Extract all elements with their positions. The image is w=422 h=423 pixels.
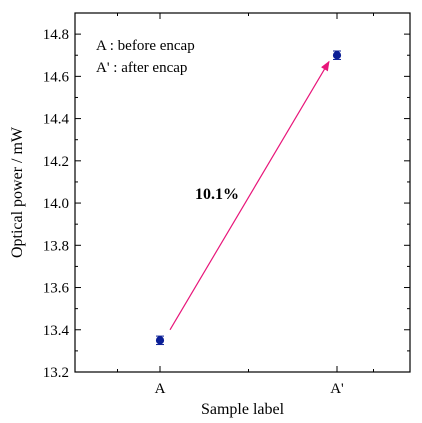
x-axis-label: Sample label bbox=[201, 401, 285, 418]
y-tick-label: 14.0 bbox=[43, 196, 69, 212]
y-axis-label: Optical power / mW bbox=[9, 126, 26, 258]
data-points bbox=[155, 50, 342, 346]
y-tick-label: 14.8 bbox=[43, 27, 69, 43]
legend-entry: A : before encap bbox=[96, 38, 195, 54]
annotation: 10.1% bbox=[169, 60, 330, 331]
y-tick-label: 13.2 bbox=[43, 365, 69, 381]
plot-frame bbox=[74, 12, 411, 373]
legend: A : before encap A' : after encap bbox=[96, 38, 195, 76]
data-point bbox=[332, 51, 342, 60]
x-tick-label: A' bbox=[330, 381, 344, 397]
y-tick-label: 13.6 bbox=[43, 281, 70, 297]
y-tick-label: 14.6 bbox=[43, 69, 70, 85]
data-point bbox=[155, 336, 165, 345]
y-tick-label: 13.4 bbox=[43, 323, 70, 339]
legend-entry: A' : after encap bbox=[96, 60, 187, 76]
x-tick-label: A bbox=[155, 381, 166, 397]
y-axis: 13.2 13.4 13.6 13.8 14.0 14.2 14.4 14.6 14.8 bbox=[43, 27, 410, 381]
annotation-label: 10.1% bbox=[195, 186, 239, 203]
x-axis: A A' bbox=[117, 13, 374, 397]
y-tick-label: 14.4 bbox=[43, 112, 70, 128]
y-tick-label: 13.8 bbox=[43, 238, 69, 254]
y-tick-label: 14.2 bbox=[43, 154, 69, 170]
annotation-arrow bbox=[169, 60, 330, 331]
plot-border bbox=[74, 12, 411, 373]
